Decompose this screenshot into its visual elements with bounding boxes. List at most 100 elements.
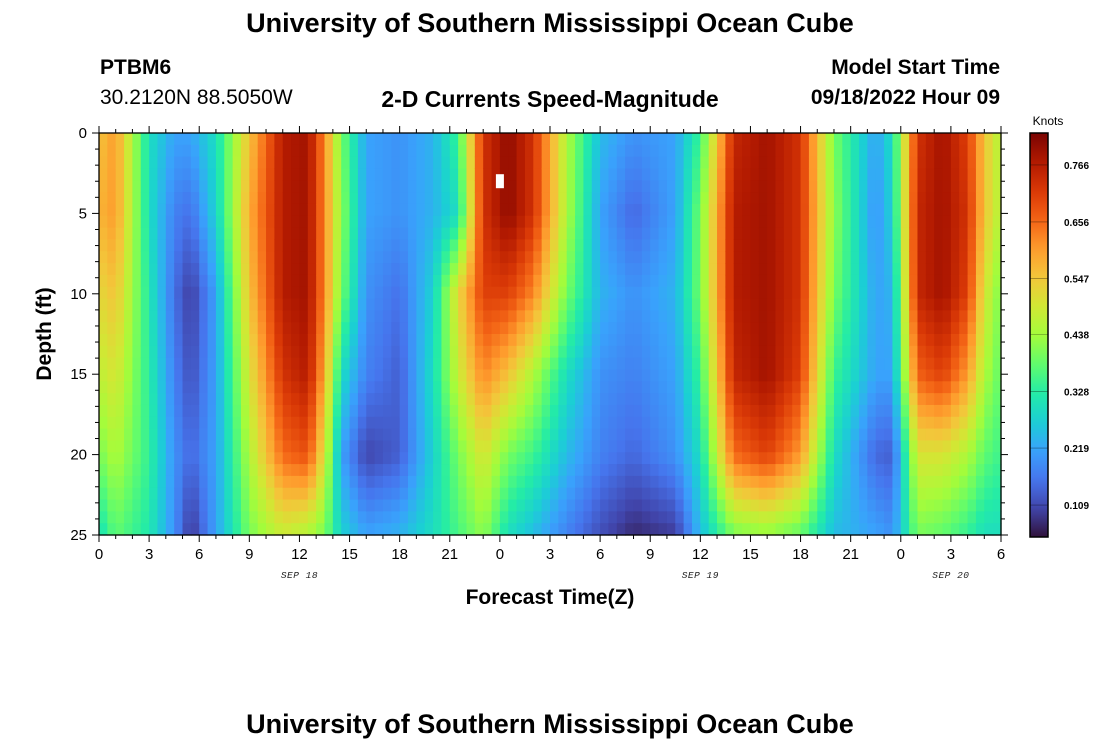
heatmap-cell xyxy=(115,286,125,300)
heatmap-cell xyxy=(533,322,543,335)
heatmap-cell xyxy=(349,487,359,501)
heatmap-cell xyxy=(658,180,668,193)
heatmap-cell xyxy=(416,440,426,453)
heatmap-cell xyxy=(174,428,184,442)
heatmap-cell xyxy=(307,511,317,524)
heatmap-cell xyxy=(733,523,743,536)
heatmap-cell xyxy=(917,393,927,406)
heatmap-cell xyxy=(591,215,601,229)
heatmap-cell xyxy=(474,239,484,252)
heatmap-cell xyxy=(641,322,651,335)
heatmap-cell xyxy=(391,369,401,382)
heatmap-cell xyxy=(867,416,877,430)
heatmap-cell xyxy=(332,464,342,477)
heatmap-cell xyxy=(825,452,835,465)
heatmap-cell xyxy=(600,393,610,406)
heatmap-cell xyxy=(240,274,250,288)
heatmap-cell xyxy=(975,239,985,252)
heatmap-cell xyxy=(767,274,777,288)
heatmap-cell xyxy=(499,227,509,241)
heatmap-cell xyxy=(266,263,275,276)
heatmap-cell xyxy=(909,192,919,205)
heatmap-cell xyxy=(107,263,117,276)
heatmap-cell xyxy=(516,334,526,347)
heatmap-cell xyxy=(215,440,225,453)
heatmap-cell xyxy=(917,168,927,181)
heatmap-cell xyxy=(600,345,610,359)
heatmap-cell xyxy=(374,499,384,512)
heatmap-cell xyxy=(566,440,576,453)
heatmap-cell xyxy=(215,357,225,371)
heatmap-cell xyxy=(641,298,651,311)
heatmap-cell xyxy=(758,464,768,477)
heatmap-cell xyxy=(934,203,944,217)
heatmap-cell xyxy=(925,298,935,311)
heatmap-cell xyxy=(408,428,417,442)
heatmap-cell xyxy=(474,203,484,217)
heatmap-cell xyxy=(558,440,568,453)
heatmap-cell xyxy=(817,286,827,300)
heatmap-cell xyxy=(892,156,902,170)
heatmap-cell xyxy=(783,192,793,205)
heatmap-cell xyxy=(758,156,768,170)
heatmap-cell xyxy=(742,404,752,418)
heatmap-cell xyxy=(224,133,234,146)
heatmap-cell xyxy=(491,310,501,323)
heatmap-cell xyxy=(575,133,585,146)
heatmap-cell xyxy=(675,156,685,170)
heatmap-cell xyxy=(508,322,518,335)
heatmap-cell xyxy=(917,381,927,394)
heatmap-cell xyxy=(909,251,919,264)
heatmap-cell xyxy=(725,511,735,524)
heatmap-cell xyxy=(458,499,468,512)
heatmap-cell xyxy=(833,215,843,229)
heatmap-cell xyxy=(625,452,635,465)
heatmap-cell xyxy=(833,310,843,323)
heatmap-cell xyxy=(859,215,868,229)
heatmap-cell xyxy=(458,251,468,264)
heatmap-cell xyxy=(157,203,167,217)
heatmap-cell xyxy=(499,464,509,477)
heatmap-cell xyxy=(299,156,309,170)
heatmap-cell xyxy=(742,345,752,359)
heatmap-cell xyxy=(767,192,777,205)
heatmap-cell xyxy=(124,511,134,524)
heatmap-cell xyxy=(541,180,551,193)
heatmap-cell xyxy=(516,404,526,418)
heatmap-cell xyxy=(274,215,284,229)
heatmap-cell xyxy=(942,357,952,371)
heatmap-cell xyxy=(808,475,818,489)
heatmap-cell xyxy=(859,227,868,241)
heatmap-cell xyxy=(282,499,292,512)
x-tick-label: 3 xyxy=(145,546,153,563)
heatmap-cell xyxy=(449,298,459,311)
heatmap-cell xyxy=(458,298,468,311)
heatmap-cell xyxy=(558,274,568,288)
heatmap-cell xyxy=(984,239,994,252)
heatmap-cell xyxy=(416,274,426,288)
heatmap-cell xyxy=(742,487,752,501)
heatmap-cell xyxy=(950,251,960,264)
heatmap-cell xyxy=(658,440,668,453)
heatmap-cell xyxy=(600,416,610,430)
heatmap-cell xyxy=(149,475,159,489)
heatmap-cell xyxy=(700,523,710,536)
heatmap-cell xyxy=(808,511,818,524)
heatmap-cell xyxy=(975,416,985,430)
heatmap-cell xyxy=(658,239,668,252)
heatmap-cell xyxy=(140,310,150,323)
heatmap-cell xyxy=(792,475,802,489)
heatmap-cell xyxy=(474,298,484,311)
heatmap-cell xyxy=(783,334,793,347)
heatmap-cell xyxy=(683,357,693,371)
heatmap-cell xyxy=(441,322,451,335)
heatmap-cell xyxy=(466,404,476,418)
heatmap-cell xyxy=(842,440,852,453)
heatmap-cell xyxy=(917,215,927,229)
heatmap-cell xyxy=(808,452,818,465)
heatmap-cell xyxy=(149,393,159,406)
heatmap-cell xyxy=(641,274,651,288)
heatmap-cell xyxy=(357,334,367,347)
heatmap-cell xyxy=(959,334,969,347)
heatmap-cell xyxy=(240,263,250,276)
